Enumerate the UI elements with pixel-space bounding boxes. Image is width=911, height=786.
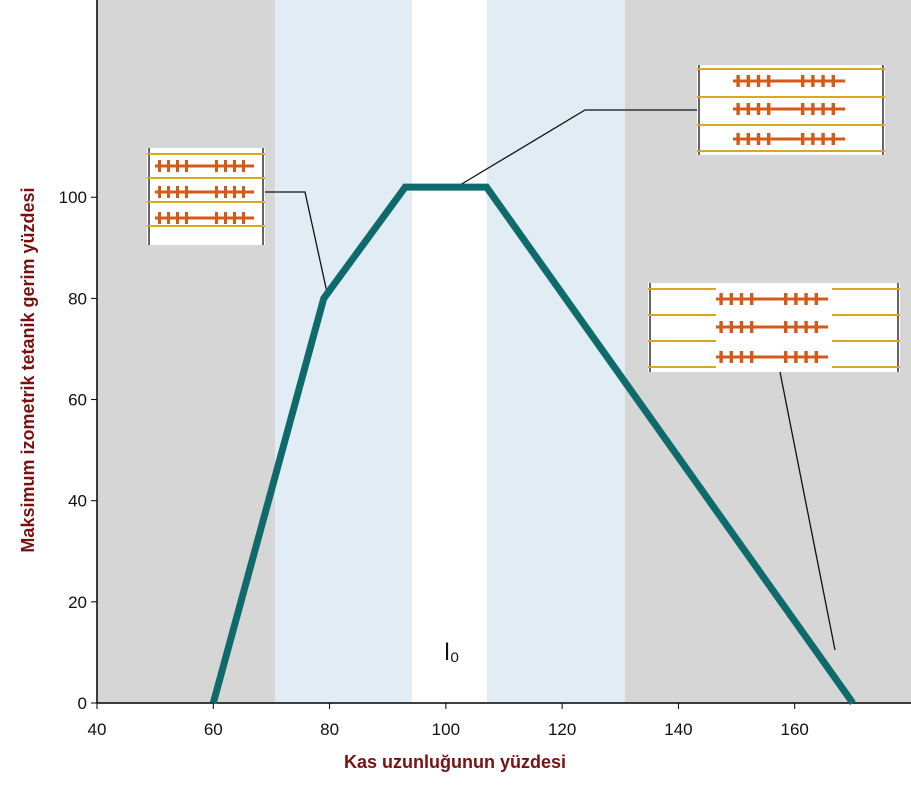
x-tick-label: 40 <box>88 720 107 739</box>
band <box>275 0 412 703</box>
x-tick-label: 100 <box>432 720 460 739</box>
y-tick-label: 60 <box>68 391 87 410</box>
y-tick-label: 20 <box>68 593 87 612</box>
chart: Kas uzunluğunun yüzdesi Maksimum izometr… <box>0 0 911 781</box>
y-tick-label: 0 <box>78 694 87 713</box>
annotation: l₀ <box>444 639 459 666</box>
x-tick-label: 80 <box>320 720 339 739</box>
x-axis-label: Kas uzunluğunun yüzdesi <box>344 752 566 772</box>
x-tick-label: 120 <box>548 720 576 739</box>
y-axis-label: Maksimum izometrik tetanik gerim yüzdesi <box>18 187 38 552</box>
sarcomere-icon <box>648 283 900 372</box>
x-tick-label: 60 <box>204 720 223 739</box>
band <box>412 0 487 703</box>
x-tick-label: 140 <box>664 720 692 739</box>
y-tick-label: 80 <box>68 289 87 308</box>
band <box>97 0 275 703</box>
y-tick-label: 100 <box>59 188 87 207</box>
sarcomere-icon <box>697 65 885 155</box>
x-tick-label: 160 <box>781 720 809 739</box>
y-tick-label: 40 <box>68 492 87 511</box>
sarcomere-icon <box>147 148 265 245</box>
